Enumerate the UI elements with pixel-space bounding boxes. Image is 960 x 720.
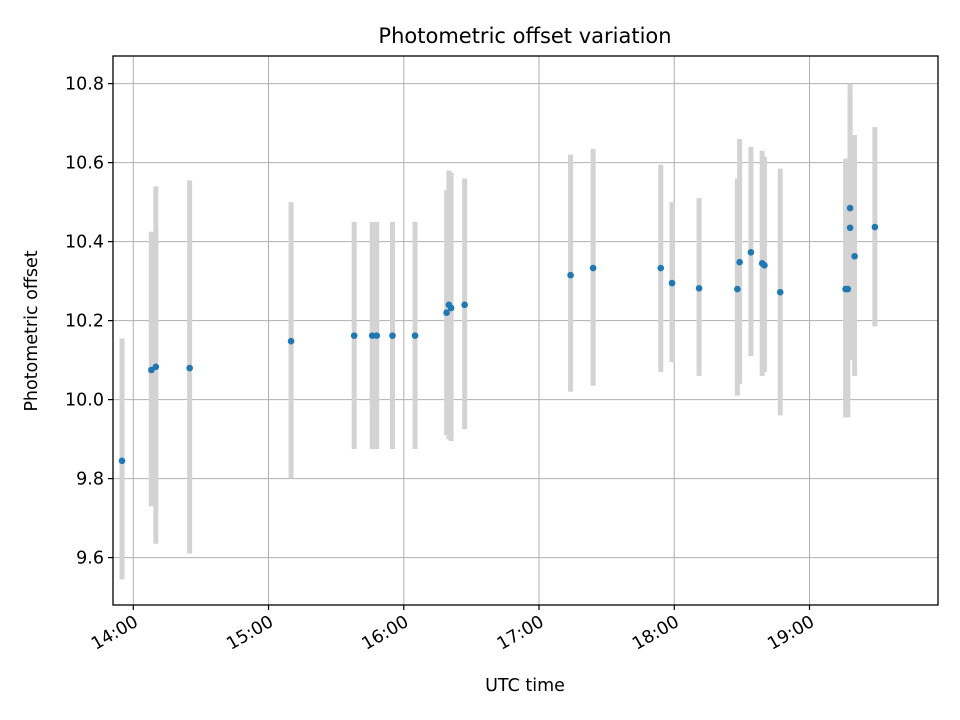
data-point: [695, 284, 703, 292]
data-point: [846, 224, 854, 232]
data-point: [447, 304, 455, 312]
data-point: [871, 223, 879, 231]
data-point: [152, 363, 160, 371]
y-tick-label: 10.2: [65, 312, 104, 332]
data-point: [287, 337, 295, 345]
x-axis-ticks: 14:00 15:00 16:00 17:00 18:00 19:00: [88, 605, 818, 655]
data-point: [844, 285, 852, 293]
data-point: [668, 279, 676, 287]
x-tick-label: 15:00: [223, 612, 277, 655]
data-point: [186, 364, 193, 372]
x-tick-label: 16:00: [359, 612, 413, 655]
y-tick-label: 10.4: [65, 233, 104, 253]
plot-frame: [112, 55, 939, 606]
data-point: [747, 248, 755, 256]
errorbars: [119, 83, 878, 580]
y-tick-label: 10.6: [65, 154, 104, 174]
data-point: [443, 309, 450, 317]
data-point: [761, 262, 768, 269]
data-point: [118, 457, 126, 465]
data-point: [589, 264, 597, 272]
x-axis-label: UTC time: [485, 676, 565, 696]
data-point: [851, 252, 858, 260]
data-point: [657, 264, 665, 272]
x-tick-label: 19:00: [764, 612, 818, 655]
y-tick-label: 9.6: [76, 549, 104, 569]
x-tick-label: 17:00: [494, 612, 548, 655]
y-axis-label: Photometric offset: [22, 250, 42, 411]
data-point: [567, 271, 574, 279]
x-tick-label: 18:00: [629, 612, 683, 655]
grid: [113, 56, 938, 605]
data-point: [350, 332, 358, 339]
y-tick-label: 9.8: [76, 470, 104, 490]
y-tick-label: 10.8: [65, 75, 104, 95]
data-points: [118, 204, 879, 465]
data-point: [368, 332, 376, 339]
y-tick-label: 10.0: [65, 391, 104, 411]
data-point: [461, 301, 468, 309]
chart-title: Photometric offset variation: [378, 24, 671, 48]
data-point: [389, 332, 396, 339]
data-point: [373, 332, 381, 339]
data-point: [776, 288, 784, 296]
data-point: [411, 332, 419, 339]
y-axis-ticks: 9.6 9.8 10.0 10.2 10.4 10.6 10.8: [65, 75, 113, 569]
data-point: [734, 285, 741, 293]
x-tick-label: 14:00: [88, 612, 142, 655]
data-point: [846, 204, 854, 212]
data-point: [736, 258, 743, 266]
